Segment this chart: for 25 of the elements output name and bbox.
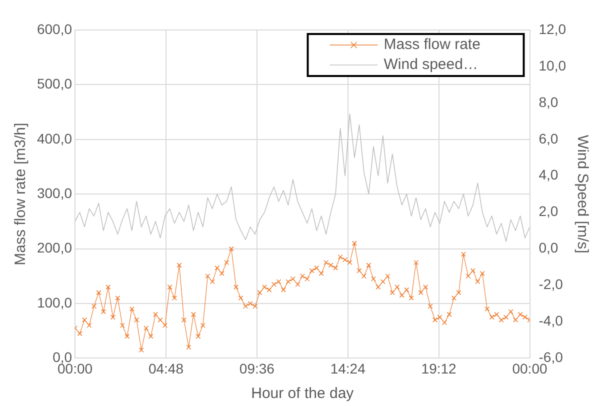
legend-label: Mass flow rate [384,36,480,54]
y2-tick-label: 12,0 [538,20,566,37]
y2-tick-label: 10,0 [538,57,566,74]
y2-tick-label: 0,0 [538,240,558,256]
x-tick-label: 19:12 [421,360,457,376]
y-tick-label: 100,0 [36,294,72,310]
x-tick-label: 04:48 [148,360,184,376]
y-tick-label: 600,0 [36,20,72,37]
x-tick-label: 09:36 [239,360,275,376]
y-tick-label: 200,0 [36,240,72,256]
y2-tick-label: -6,0 [538,349,564,366]
y2-tick-label: 6,0 [538,130,558,146]
y2-tick-label: -4,0 [538,312,564,329]
y-tick-label: 300,0 [36,184,72,201]
y2-tick-label: 2,0 [538,203,558,220]
y-tick-label: 500,0 [36,76,72,92]
legend-label: Wind speed… [384,56,478,74]
y-axis-title: Mass flow rate [m3/h] [12,122,30,266]
y2-tick-label: -2,0 [538,276,564,292]
y2-tick-label: 4,0 [538,166,558,183]
y2-tick-label: 8,0 [538,94,558,110]
x-tick-label: 14:24 [330,360,366,376]
y-tick-label: 400,0 [36,130,72,146]
x-axis-title: Hour of the day [251,385,354,402]
y2-axis-title: Wind Speed [m/s] [574,134,591,254]
